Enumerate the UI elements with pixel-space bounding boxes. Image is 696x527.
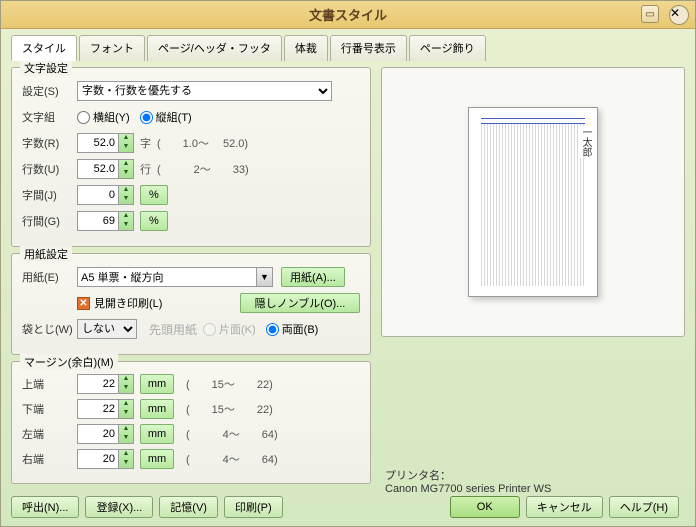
charspace-label: 字間(J)	[22, 187, 77, 203]
recall-button[interactable]: 呼出(N)...	[11, 496, 79, 518]
margin-spinner[interactable]: ▲▼	[77, 374, 134, 394]
composition-label: 文字組	[22, 109, 77, 125]
linecount-label: 行数(U)	[22, 161, 77, 177]
tab-1[interactable]: フォント	[79, 35, 145, 61]
duplex-radio[interactable]: 両面(B)	[266, 321, 319, 337]
oneside-radio: 片面(K)	[203, 321, 256, 337]
hidden-nombre-button[interactable]: 隠しノンブル(O)...	[240, 293, 360, 313]
paper-label: 用紙(E)	[22, 269, 77, 285]
tab-strip: スタイルフォントページ/ヘッダ・フッタ体裁行番号表示ページ飾り	[11, 35, 685, 61]
setting-label: 設定(S)	[22, 83, 77, 99]
tip-paper-label: 先頭用紙	[149, 321, 197, 338]
printer-name: Canon MG7700 series Printer WS	[385, 483, 685, 495]
bind-label: 袋とじ(W)	[22, 321, 77, 337]
cancel-button[interactable]: キャンセル	[526, 496, 603, 518]
bottom-bar: 呼出(N)... 登録(X)... 記憶(V) 印刷(P) OK キャンセル ヘ…	[11, 496, 685, 518]
margin-range: ( 15～ 22)	[186, 401, 273, 417]
help-button[interactable]: ヘルプ(H)	[609, 496, 679, 518]
unit: 字	[140, 135, 151, 151]
margin-range: ( 4～ 64)	[186, 426, 278, 442]
spread-checkbox[interactable]: ✕見開き印刷(L)	[77, 295, 162, 311]
margin-range: ( 4～ 64)	[186, 451, 278, 467]
charcount-spinner[interactable]: ▲▼	[77, 133, 134, 153]
tab-2[interactable]: ページ/ヘッダ・フッタ	[147, 35, 282, 61]
margin-spinner[interactable]: ▲▼	[77, 449, 134, 469]
preview-box: 一太郎	[381, 67, 685, 337]
linespace-label: 行間(G)	[22, 213, 77, 229]
page-preview: 一太郎	[468, 107, 598, 297]
printer-label: プリンタ名：	[385, 467, 685, 483]
tab-0[interactable]: スタイル	[11, 35, 77, 61]
margin-spinner[interactable]: ▲▼	[77, 424, 134, 444]
tab-4[interactable]: 行番号表示	[330, 35, 407, 61]
margin-label: 右端	[22, 451, 77, 467]
group-title: マージン(余白)(M)	[20, 354, 118, 370]
mm-button[interactable]: mm	[140, 449, 174, 469]
unit: 行	[140, 161, 151, 177]
page-sample-text: 一太郎	[578, 126, 593, 158]
pct-button[interactable]: %	[140, 185, 168, 205]
ok-button[interactable]: OK	[450, 496, 520, 518]
mm-button[interactable]: mm	[140, 424, 174, 444]
register-button[interactable]: 登録(X)...	[85, 496, 153, 518]
down-icon[interactable]: ▼	[119, 143, 133, 152]
memory-button[interactable]: 記憶(V)	[159, 496, 218, 518]
group-title: 用紙設定	[20, 246, 72, 262]
margin-label: 上端	[22, 376, 77, 392]
margin-group: マージン(余白)(M) 上端▲▼mm( 15～ 22)下端▲▼mm( 15～ 2…	[11, 361, 371, 484]
up-icon[interactable]: ▲	[119, 134, 133, 143]
close-icon[interactable]: ✕	[669, 5, 689, 25]
dialog-window: 文書スタイル ▭ ✕ スタイルフォントページ/ヘッダ・フッタ体裁行番号表示ページ…	[0, 0, 696, 527]
bind-select[interactable]: しない	[77, 319, 137, 339]
mm-button[interactable]: mm	[140, 374, 174, 394]
pct-button[interactable]: %	[140, 211, 168, 231]
titlebar: 文書スタイル ▭ ✕	[1, 1, 695, 29]
window-title: 文書スタイル	[309, 5, 387, 24]
char-settings-group: 文字設定 設定(S) 字数・行数を優先する 文字組 横組(Y) 縦組(T) 字数…	[11, 67, 371, 247]
charspace-spinner[interactable]: ▲▼	[77, 185, 134, 205]
tab-3[interactable]: 体裁	[284, 35, 328, 61]
page-lines	[481, 124, 585, 286]
tate-radio[interactable]: 縦組(T)	[140, 109, 192, 125]
tab-5[interactable]: ページ飾り	[409, 35, 486, 61]
paper-button[interactable]: 用紙(A)...	[281, 267, 345, 287]
margin-label: 下端	[22, 401, 77, 417]
window-restore-icon[interactable]: ▭	[641, 5, 659, 23]
range: ( 1.0～ 52.0)	[157, 135, 248, 151]
group-title: 文字設定	[20, 60, 72, 76]
yoko-radio[interactable]: 横組(Y)	[77, 109, 130, 125]
margin-spinner[interactable]: ▲▼	[77, 399, 134, 419]
paper-select[interactable]: ▼	[77, 267, 273, 287]
mm-button[interactable]: mm	[140, 399, 174, 419]
margin-label: 左端	[22, 426, 77, 442]
titlebar-controls: ▭ ✕	[641, 5, 689, 25]
setting-select[interactable]: 字数・行数を優先する	[77, 81, 332, 101]
printer-info: プリンタ名： Canon MG7700 series Printer WS	[381, 467, 685, 495]
linespace-spinner[interactable]: ▲▼	[77, 211, 134, 231]
linecount-spinner[interactable]: ▲▼	[77, 159, 134, 179]
print-button[interactable]: 印刷(P)	[224, 496, 283, 518]
range: ( 2～ 33)	[157, 161, 249, 177]
paper-settings-group: 用紙設定 用紙(E) ▼ 用紙(A)... ✕見開き印刷(L) 隠しノンブル(O…	[11, 253, 371, 355]
charcount-label: 字数(R)	[22, 135, 77, 151]
margin-range: ( 15～ 22)	[186, 376, 273, 392]
dropdown-icon[interactable]: ▼	[257, 267, 273, 287]
